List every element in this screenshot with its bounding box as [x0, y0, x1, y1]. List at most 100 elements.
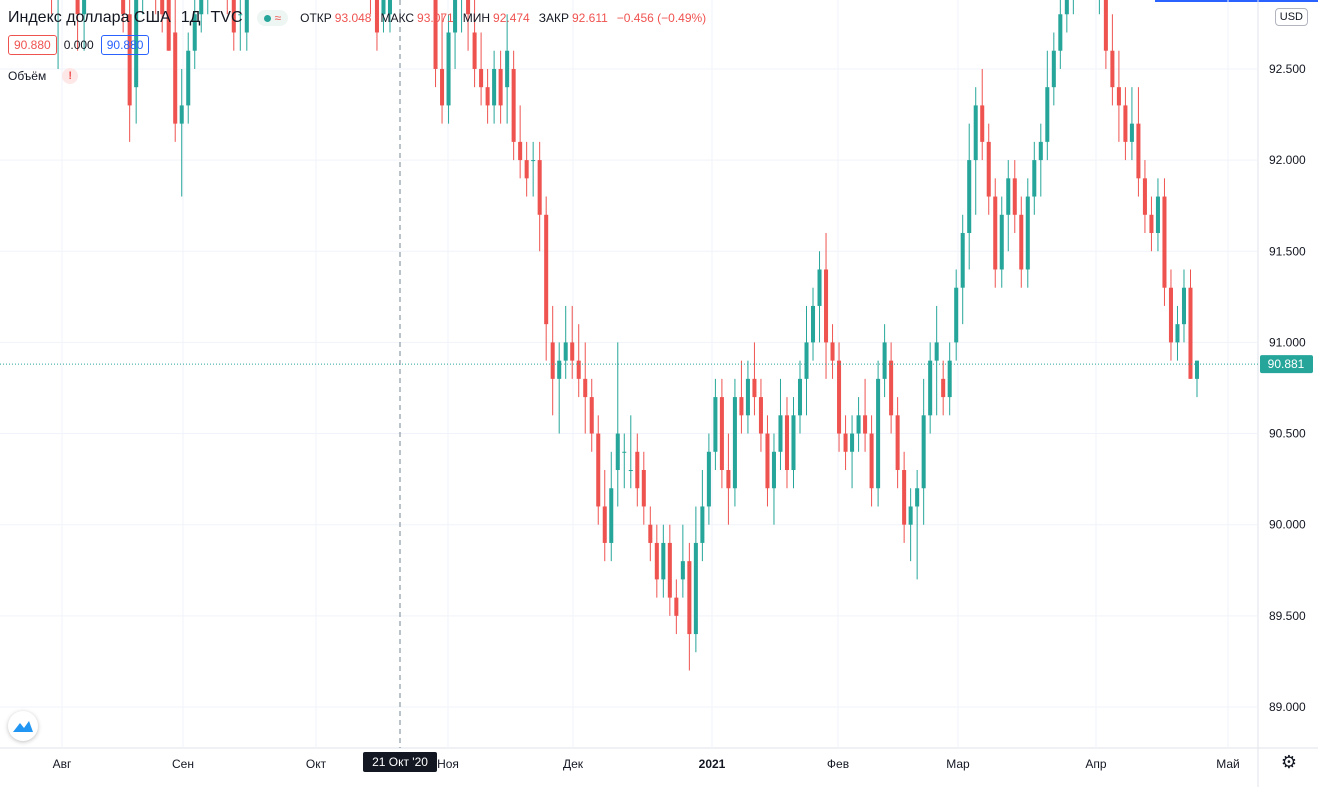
candle-body [1025, 196, 1030, 270]
candle-body [1103, 0, 1108, 51]
candle [986, 123, 991, 215]
candle [387, 0, 393, 33]
candle-body [440, 68, 445, 106]
warning-icon[interactable]: ! [62, 68, 79, 84]
candle-body [1045, 87, 1050, 142]
candle-body [941, 378, 946, 398]
candle [518, 105, 523, 179]
close-label: ЗАКР [538, 11, 569, 25]
top-accent-line [1155, 0, 1318, 2]
tradingview-logo-icon[interactable] [8, 711, 38, 741]
market-status[interactable]: ≈ [256, 10, 289, 26]
candle-body [1129, 123, 1134, 142]
currency-button[interactable]: USD [1274, 8, 1308, 26]
candle-body [771, 451, 776, 489]
candle-body [778, 415, 783, 452]
candle-body [713, 397, 718, 452]
candle-body [596, 433, 601, 507]
candle [804, 305, 809, 416]
source-label: TVC [210, 9, 243, 26]
candle-body [1058, 14, 1063, 51]
candle-body [758, 397, 763, 434]
y-tick-label: 89.000 [1269, 700, 1306, 714]
candle-body [876, 378, 881, 489]
candle [433, 0, 438, 88]
candle-body [810, 305, 816, 343]
candle-body [511, 68, 516, 142]
interval-label[interactable]: 1Д [180, 9, 201, 26]
last-price-label: 90.881 [1268, 357, 1305, 371]
candle-body [947, 360, 952, 398]
candle [954, 269, 959, 361]
candle-body [797, 378, 803, 416]
candle [1181, 269, 1187, 343]
candle [602, 470, 607, 562]
sell-price-badge[interactable]: 90.880 [8, 35, 57, 55]
candle-body [830, 342, 835, 361]
candle-body [563, 342, 568, 361]
x-tick-label: 2021 [699, 757, 726, 771]
candle-body [837, 360, 842, 434]
symbol-title[interactable]: Индекс доллара США [8, 9, 171, 26]
candle-body [882, 342, 887, 379]
candle [654, 524, 659, 598]
candle-body [75, 0, 80, 15]
candle [531, 141, 536, 197]
candle-body [1012, 178, 1017, 215]
candle-body [719, 397, 724, 471]
candle [700, 470, 705, 562]
candle [615, 342, 620, 507]
candle-body [745, 378, 750, 416]
candle-body [583, 378, 588, 398]
candle [127, 0, 132, 142]
candle-body [765, 433, 770, 489]
candle [1038, 123, 1043, 197]
candle-body [667, 542, 672, 598]
candle [928, 342, 933, 434]
candle-body [863, 415, 868, 434]
candle [1168, 269, 1173, 361]
candle [1019, 196, 1024, 288]
candle [160, 0, 165, 33]
candle [472, 0, 477, 88]
candle-body [609, 488, 614, 543]
candle [550, 305, 555, 416]
x-tick-label: Апр [1085, 757, 1107, 771]
candle [869, 415, 874, 507]
volume-label[interactable]: Объём [8, 69, 47, 83]
candle [745, 360, 750, 434]
candle-body [687, 561, 692, 635]
candle [75, 0, 80, 51]
candle [537, 141, 542, 252]
candle-body [908, 506, 913, 525]
candle [1136, 87, 1141, 197]
candle-body [1142, 178, 1147, 215]
x-tick-label: Ноя [437, 757, 459, 771]
candle [889, 342, 894, 434]
candle-body [472, 32, 477, 69]
candle-body [433, 0, 438, 69]
candle [622, 433, 627, 489]
candle-body [446, 32, 451, 106]
candle [244, 0, 249, 51]
candle [505, 14, 510, 124]
candle [882, 324, 887, 398]
settings-gear-icon[interactable]: ⚙ [1280, 752, 1298, 772]
candle [687, 542, 692, 671]
candle [381, 0, 386, 33]
candle [1142, 160, 1147, 234]
buy-price-badge[interactable]: 90.880 [100, 35, 150, 55]
candle [557, 342, 562, 434]
candle [902, 451, 907, 543]
candle [1103, 0, 1108, 69]
candle [837, 342, 842, 452]
candle-body [173, 32, 178, 124]
candle [1175, 305, 1180, 361]
candle-body [928, 360, 933, 416]
candle [57, 0, 59, 69]
candle-body [804, 342, 809, 379]
candle-body [602, 506, 607, 543]
x-tick-label: Сен [172, 757, 194, 771]
